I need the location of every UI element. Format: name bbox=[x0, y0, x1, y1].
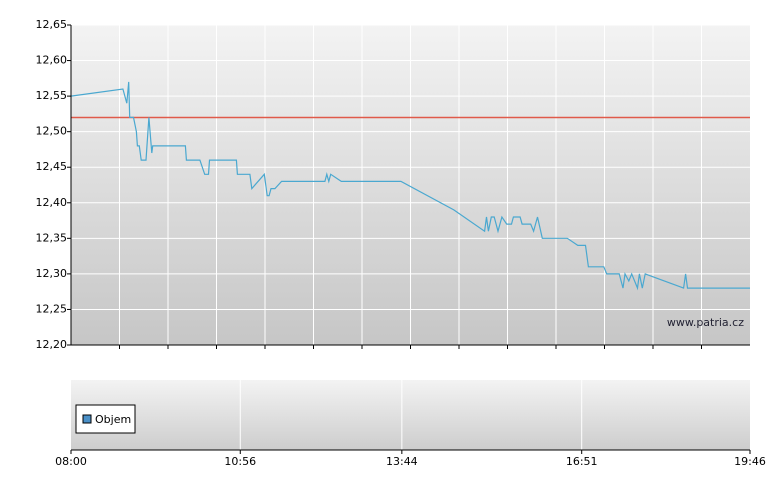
y-tick-label: 12,25 bbox=[36, 302, 68, 315]
y-tick-label: 12,40 bbox=[36, 196, 68, 209]
x-tick-label: 08:00 bbox=[55, 455, 87, 468]
x-tick-label: 16:51 bbox=[566, 455, 598, 468]
y-tick-label: 12,65 bbox=[36, 18, 68, 31]
y-tick-label: 12,30 bbox=[36, 267, 68, 280]
x-tick-label: 19:46 bbox=[734, 455, 766, 468]
y-tick-label: 12,50 bbox=[36, 125, 68, 138]
x-tick-label: 13:44 bbox=[386, 455, 418, 468]
y-tick-label: 12,55 bbox=[36, 89, 68, 102]
legend-label: Objem bbox=[95, 413, 131, 426]
x-tick-label: 10:56 bbox=[224, 455, 256, 468]
price-line bbox=[70, 81, 750, 291]
y-tick-label: 12,35 bbox=[36, 231, 68, 244]
y-tick-label: 12,45 bbox=[36, 160, 68, 173]
legend-swatch bbox=[82, 414, 92, 424]
y-tick-label: 12,60 bbox=[36, 54, 68, 67]
watermark: www.patria.cz bbox=[667, 316, 744, 329]
y-tick-label: 12,20 bbox=[36, 338, 68, 351]
volume-area bbox=[71, 380, 750, 450]
